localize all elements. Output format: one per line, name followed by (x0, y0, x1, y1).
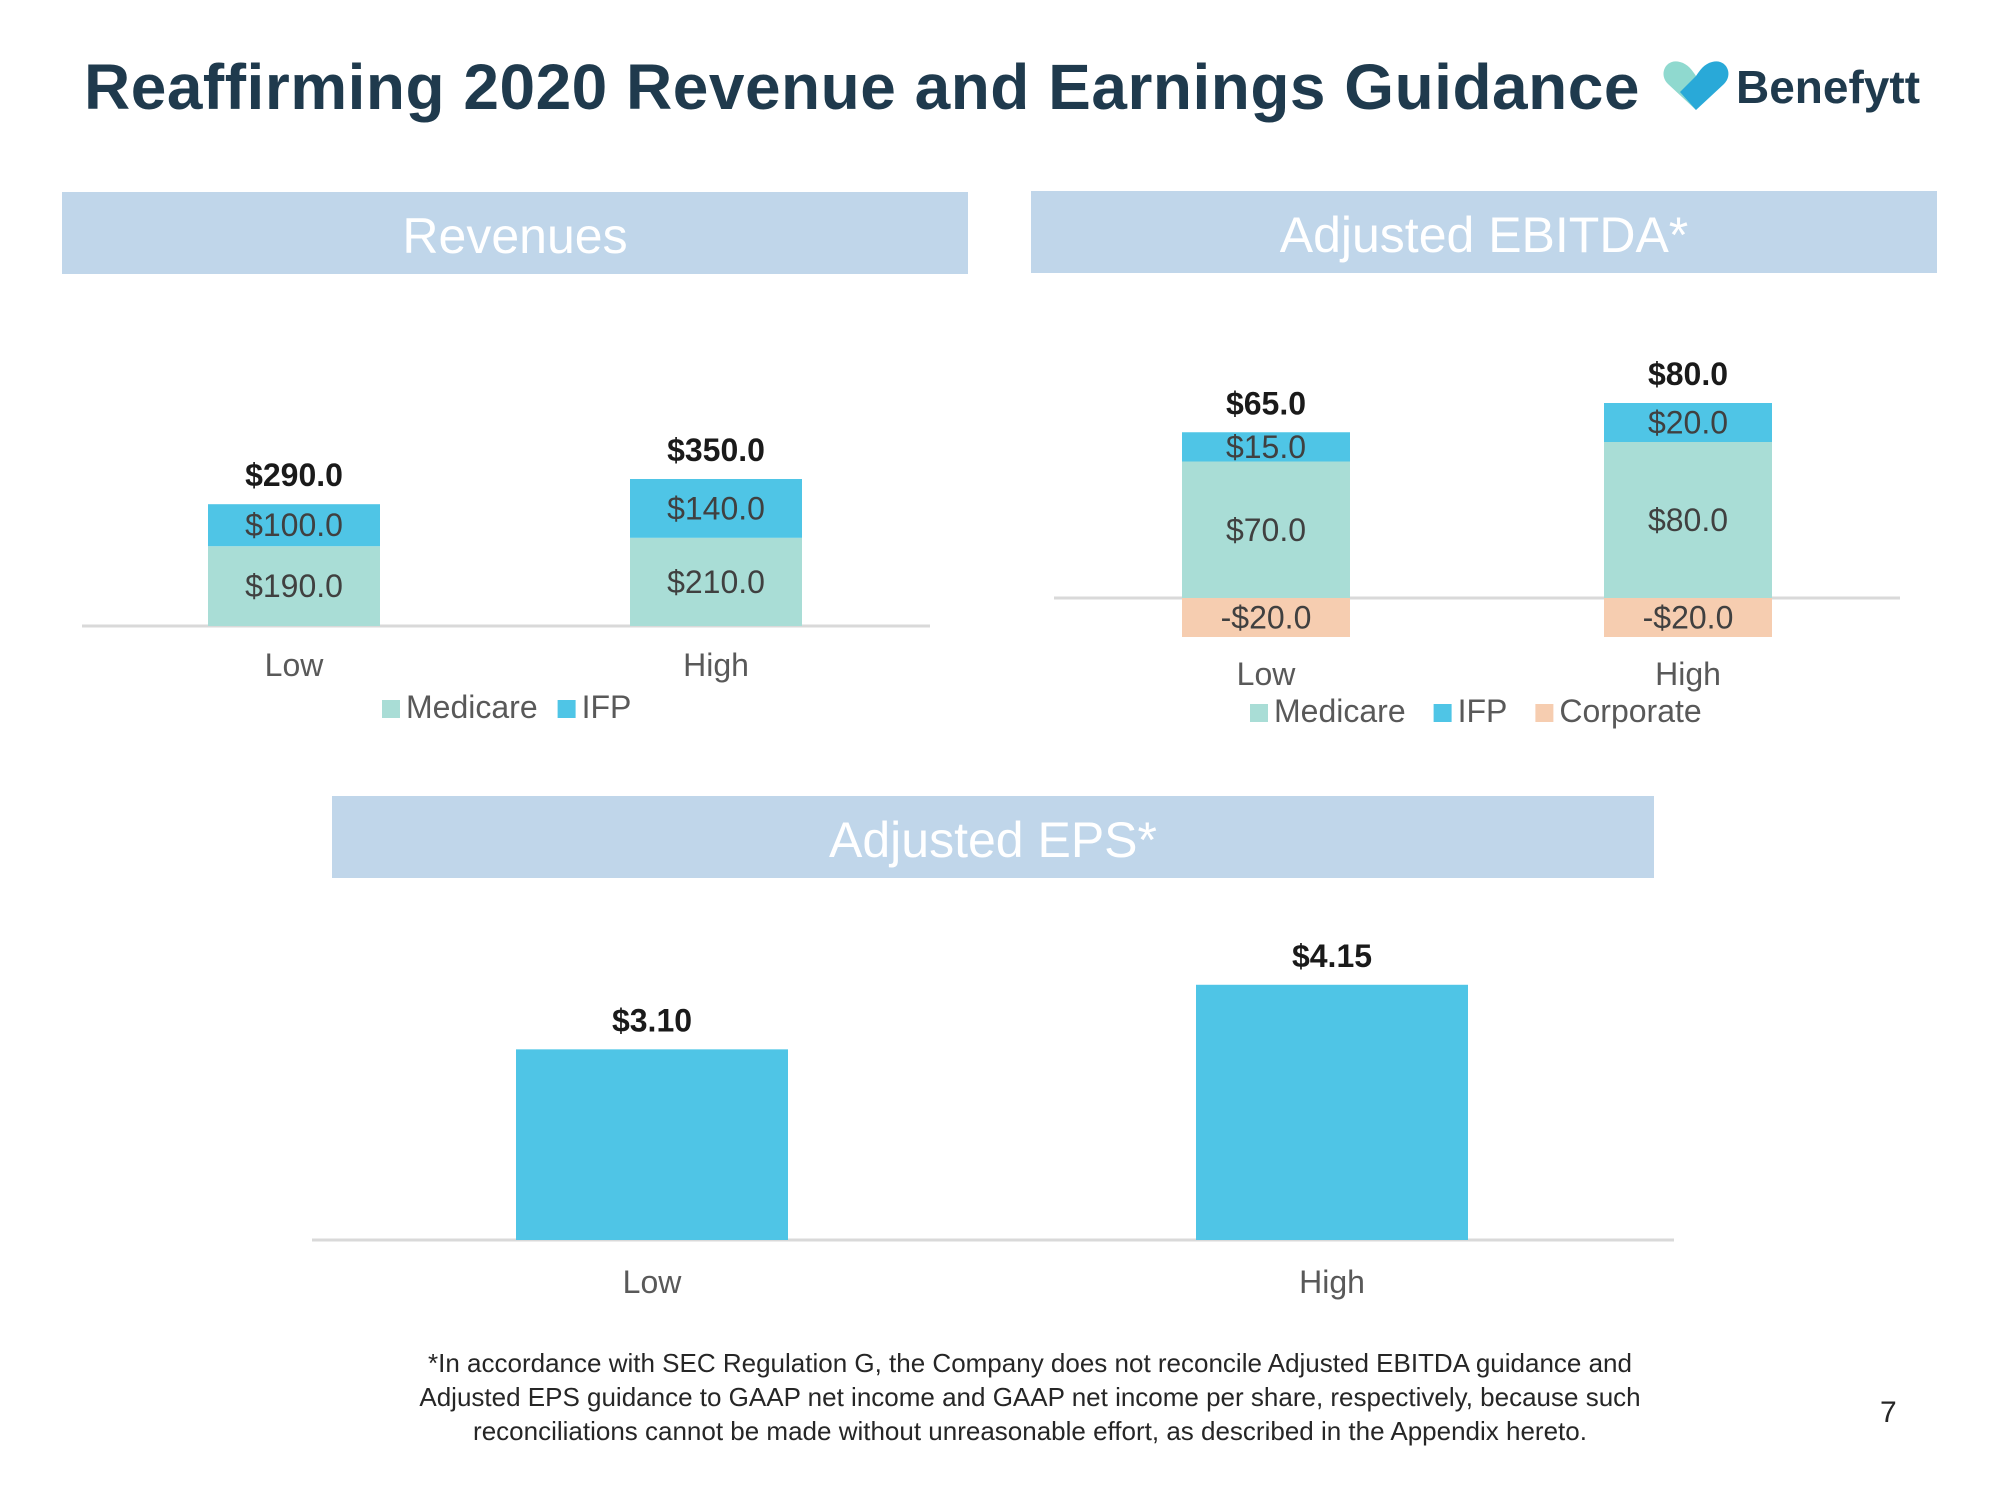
bar-segment-medicare-high (1604, 442, 1772, 598)
bar-segment-ifp-low (1182, 432, 1350, 462)
page-number: 7 (1880, 1396, 1897, 1429)
legend-label-ifp: IFP (582, 689, 632, 725)
data-label: $80.0 (1648, 502, 1728, 538)
category-label: Low (265, 647, 325, 683)
eps-panel-header: Adjusted EPS* (332, 796, 1654, 878)
total-label: $4.15 (1292, 938, 1372, 974)
ebitda-panel-header: Adjusted EBITDA* (1031, 191, 1937, 273)
legend-label-medicare: Medicare (1274, 693, 1406, 729)
bar-segment-ifp-low (208, 504, 380, 547)
bar-segment-ifp-high (630, 479, 802, 538)
legend-label-corporate: Corporate (1559, 693, 1701, 729)
category-label: High (1299, 1264, 1365, 1300)
slide-title: Reaffirming 2020 Revenue and Earnings Gu… (84, 51, 1640, 123)
bar-segment-ifp-high (1604, 403, 1772, 442)
legend-swatch-corporate (1535, 704, 1554, 722)
legend-swatch-medicare (1250, 704, 1268, 722)
bar-segment-medicare-low (208, 546, 380, 626)
category-label: High (1655, 656, 1721, 692)
total-label: $350.0 (667, 432, 765, 468)
total-label: $290.0 (245, 457, 343, 493)
legend-label-medicare: Medicare (406, 689, 538, 725)
footnote: *In accordance with SEC Regulation G, th… (330, 1346, 1730, 1448)
data-label: $70.0 (1226, 512, 1306, 548)
category-label: Low (623, 1264, 683, 1300)
data-label: $190.0 (245, 568, 343, 604)
legend-swatch-medicare (382, 700, 400, 718)
legend-swatch-ifp (557, 700, 576, 718)
category-label: High (683, 647, 749, 683)
bar-segment-corporate-low (1182, 598, 1350, 637)
revenues-panel-header: Revenues (62, 192, 968, 274)
bar-segment-ifp-low (516, 1049, 788, 1240)
total-label: $65.0 (1226, 385, 1306, 421)
brand-logo: Benefytt (1660, 56, 1940, 116)
category-label: Low (1237, 656, 1297, 692)
footnote-line: reconciliations cannot be made without u… (473, 1416, 1587, 1446)
footnote-line: *In accordance with SEC Regulation G, th… (428, 1348, 1632, 1378)
legend-swatch-ifp (1433, 704, 1452, 722)
bar-segment-medicare-low (1182, 461, 1350, 598)
data-label: -$20.0 (1221, 600, 1312, 636)
data-label: $15.0 (1226, 429, 1306, 465)
total-label: $80.0 (1648, 356, 1728, 392)
data-label: $100.0 (245, 507, 343, 543)
heart-logo-icon (1663, 61, 1729, 110)
data-label: $140.0 (667, 490, 765, 526)
data-label: $20.0 (1648, 405, 1728, 441)
data-label: -$20.0 (1643, 600, 1734, 636)
bar-segment-corporate-high (1604, 598, 1772, 637)
total-label: $3.10 (612, 1002, 692, 1038)
legend-label-ifp: IFP (1458, 693, 1508, 729)
bar-segment-medicare-high (630, 537, 802, 626)
data-label: $210.0 (667, 564, 765, 600)
footnote-line: Adjusted EPS guidance to GAAP net income… (419, 1382, 1641, 1412)
brand-name: Benefytt (1736, 61, 1921, 113)
bar-segment-ifp-high (1196, 984, 1468, 1240)
